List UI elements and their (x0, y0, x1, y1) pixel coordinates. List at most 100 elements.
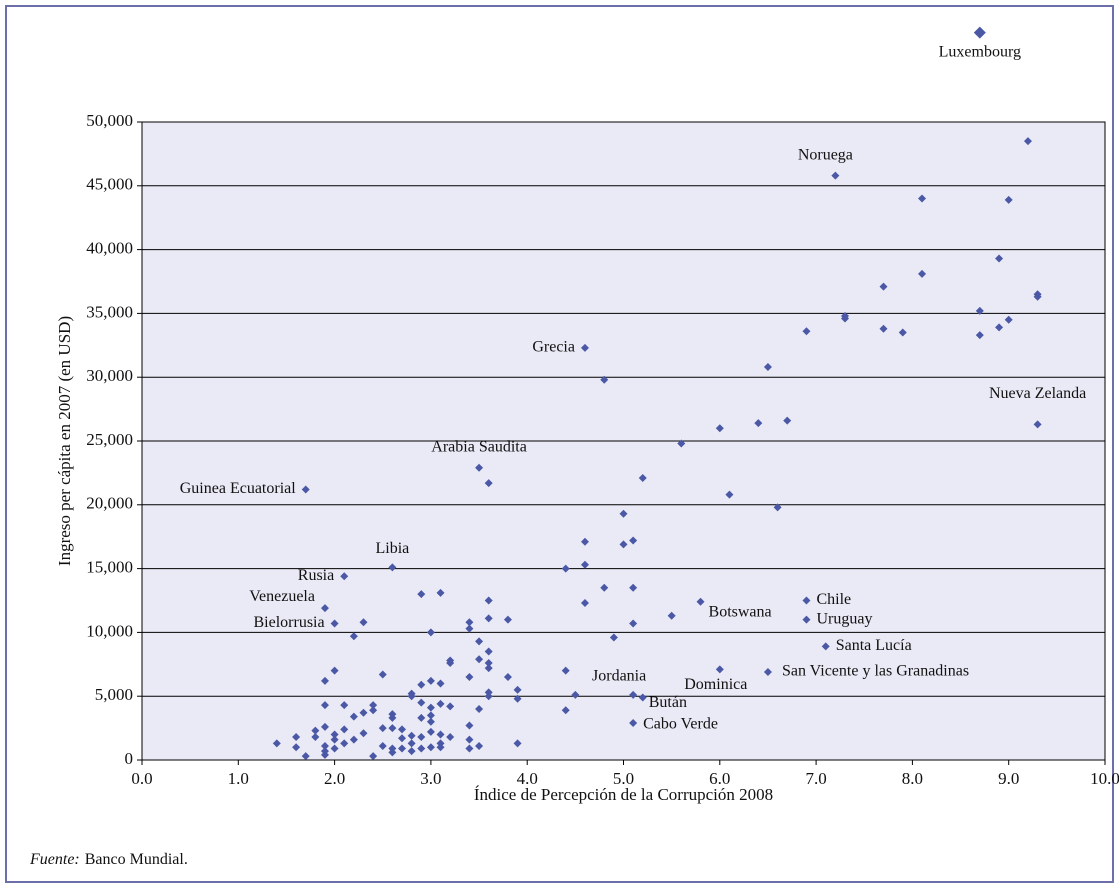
y-tick-label: 40,000 (86, 239, 133, 258)
point (292, 733, 301, 742)
point (369, 701, 378, 710)
point (503, 615, 512, 624)
point (292, 743, 301, 752)
point-label: Dominica (684, 676, 747, 693)
point-label: Grecia (532, 339, 575, 356)
point (320, 741, 329, 750)
point (513, 694, 522, 703)
source: Fuente: Banco Mundial. (29, 851, 188, 868)
point (436, 699, 445, 708)
point-label: Bielorrusia (254, 614, 325, 631)
y-tick-label: 0 (125, 749, 134, 768)
x-axis-label: Índice de Percepción de la Corrupción 20… (474, 785, 773, 804)
point (475, 741, 484, 750)
point-label: Jordania (592, 668, 646, 685)
point (475, 463, 484, 472)
point (407, 692, 416, 701)
point (388, 724, 397, 733)
point (561, 666, 570, 675)
x-tick-label: 3.0 (420, 769, 441, 788)
point (1004, 195, 1013, 204)
point (831, 171, 840, 180)
y-tick-label: 45,000 (86, 175, 133, 194)
point (388, 713, 397, 722)
point (1033, 420, 1042, 429)
point (561, 706, 570, 715)
x-tick-label: 4.0 (517, 769, 538, 788)
y-tick-label: 20,000 (86, 494, 133, 513)
point (600, 583, 609, 592)
point (1033, 292, 1042, 301)
point (330, 730, 339, 739)
y-tick-label: 35,000 (86, 302, 133, 321)
point (465, 624, 474, 633)
point (600, 375, 609, 384)
point (398, 725, 407, 734)
point (426, 717, 435, 726)
point-label: Chile (816, 591, 851, 608)
point (436, 588, 445, 597)
point (715, 665, 724, 674)
point (388, 744, 397, 753)
source-label: Fuente: (29, 851, 80, 868)
point (973, 26, 986, 39)
y-tick-label: 10,000 (86, 621, 133, 640)
x-tick-label: 8.0 (902, 769, 923, 788)
point (975, 306, 984, 315)
point (378, 741, 387, 750)
point (484, 596, 493, 605)
point (359, 708, 368, 717)
point-label: Bután (649, 694, 687, 711)
point (475, 655, 484, 664)
point (436, 739, 445, 748)
point (840, 314, 849, 323)
point-label: Nueva Zelanda (989, 385, 1086, 402)
y-tick-label: 50,000 (86, 111, 133, 130)
point (629, 690, 638, 699)
point (677, 439, 686, 448)
point (407, 747, 416, 756)
point (417, 713, 426, 722)
point (667, 611, 676, 620)
point (580, 599, 589, 608)
point (311, 726, 320, 735)
point (320, 701, 329, 710)
point (918, 269, 927, 278)
point (580, 343, 589, 352)
point (763, 667, 772, 676)
y-tick-label: 30,000 (86, 366, 133, 385)
point (340, 701, 349, 710)
point-label: Noruega (798, 146, 853, 163)
point (802, 615, 811, 624)
point (484, 479, 493, 488)
x-tick-label: 5.0 (613, 769, 634, 788)
point (349, 712, 358, 721)
x-tick-label: 6.0 (709, 769, 730, 788)
point (696, 597, 705, 606)
point (398, 734, 407, 743)
point (725, 490, 734, 499)
y-tick-label: 5,000 (95, 685, 133, 704)
point (638, 474, 647, 483)
x-tick-label: 10.0 (1090, 769, 1119, 788)
source-text: Banco Mundial. (85, 851, 188, 868)
point (369, 706, 378, 715)
point (609, 633, 618, 642)
point (446, 702, 455, 711)
point (821, 642, 830, 651)
point (349, 632, 358, 641)
point (580, 537, 589, 546)
point-label: Uruguay (816, 610, 872, 627)
point (995, 254, 1004, 263)
point (426, 711, 435, 720)
point (330, 619, 339, 628)
y-tick-label: 25,000 (86, 430, 133, 449)
point-label: Botswana (709, 603, 772, 620)
point (417, 744, 426, 753)
point (340, 725, 349, 734)
point (359, 729, 368, 738)
point (879, 324, 888, 333)
point (320, 604, 329, 613)
point (629, 718, 638, 727)
